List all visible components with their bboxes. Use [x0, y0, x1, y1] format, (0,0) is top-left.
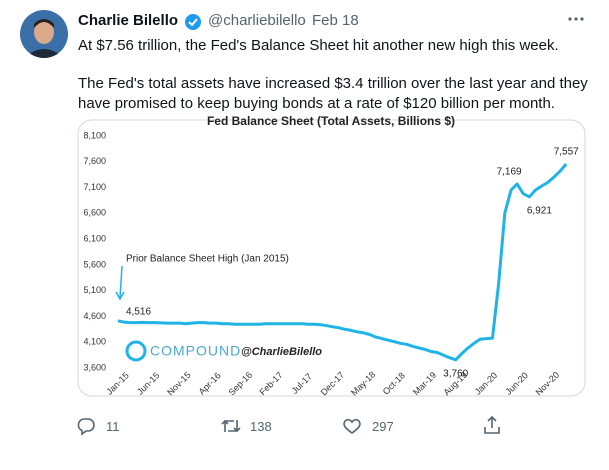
- retweet-count: 138: [250, 419, 272, 434]
- media-card: [77, 119, 586, 397]
- like-count: 297: [372, 419, 394, 434]
- data-label: 6,921: [527, 205, 552, 216]
- retweet-icon[interactable]: [220, 416, 242, 436]
- data-label: 7,169: [497, 167, 522, 178]
- data-label: 4,516: [126, 306, 151, 317]
- annotation-arrow: [115, 265, 125, 301]
- y-tick-label: 5,600: [83, 259, 106, 269]
- tweet-text: At $7.56 trillion, the Fed's Balance She…: [78, 37, 559, 54]
- watermark-logo: [125, 340, 147, 362]
- watermark: COMPOUND: [150, 343, 241, 359]
- annotation: Prior Balance Sheet High (Jan 2015): [126, 254, 289, 265]
- avatar[interactable]: [20, 10, 68, 58]
- y-tick-label: 5,100: [83, 285, 106, 295]
- y-tick-label: 8,100: [83, 130, 106, 140]
- y-tick-label: 4,100: [83, 337, 106, 347]
- separator: ·: [302, 12, 307, 29]
- like-icon[interactable]: [342, 416, 362, 436]
- verified-badge: [185, 14, 201, 30]
- y-tick-label: 6,100: [83, 233, 106, 243]
- y-tick-label: 7,600: [83, 156, 106, 166]
- share-icon[interactable]: [482, 414, 502, 436]
- chart-title: Fed Balance Sheet (Total Assets, Billion…: [207, 114, 455, 128]
- display-name[interactable]: Charlie Bilello: [78, 12, 179, 29]
- handle[interactable]: @charliebilello: [208, 12, 306, 29]
- data-label: 3,760: [443, 368, 468, 379]
- line-series: [117, 163, 568, 362]
- data-label: 7,557: [554, 147, 579, 158]
- more-button[interactable]: [566, 14, 586, 24]
- y-tick-label: 6,600: [83, 208, 106, 218]
- reply-icon[interactable]: [76, 416, 96, 436]
- y-tick-label: 4,600: [83, 311, 106, 321]
- y-tick-label: 7,100: [83, 182, 106, 192]
- reply-count: 11: [106, 419, 120, 434]
- tweet-text: The Fed's total assets have increased $3…: [78, 75, 588, 112]
- date[interactable]: Feb 18: [312, 12, 359, 29]
- watermark: @CharlieBilello: [241, 346, 322, 358]
- y-tick-label: 3,600: [83, 362, 106, 372]
